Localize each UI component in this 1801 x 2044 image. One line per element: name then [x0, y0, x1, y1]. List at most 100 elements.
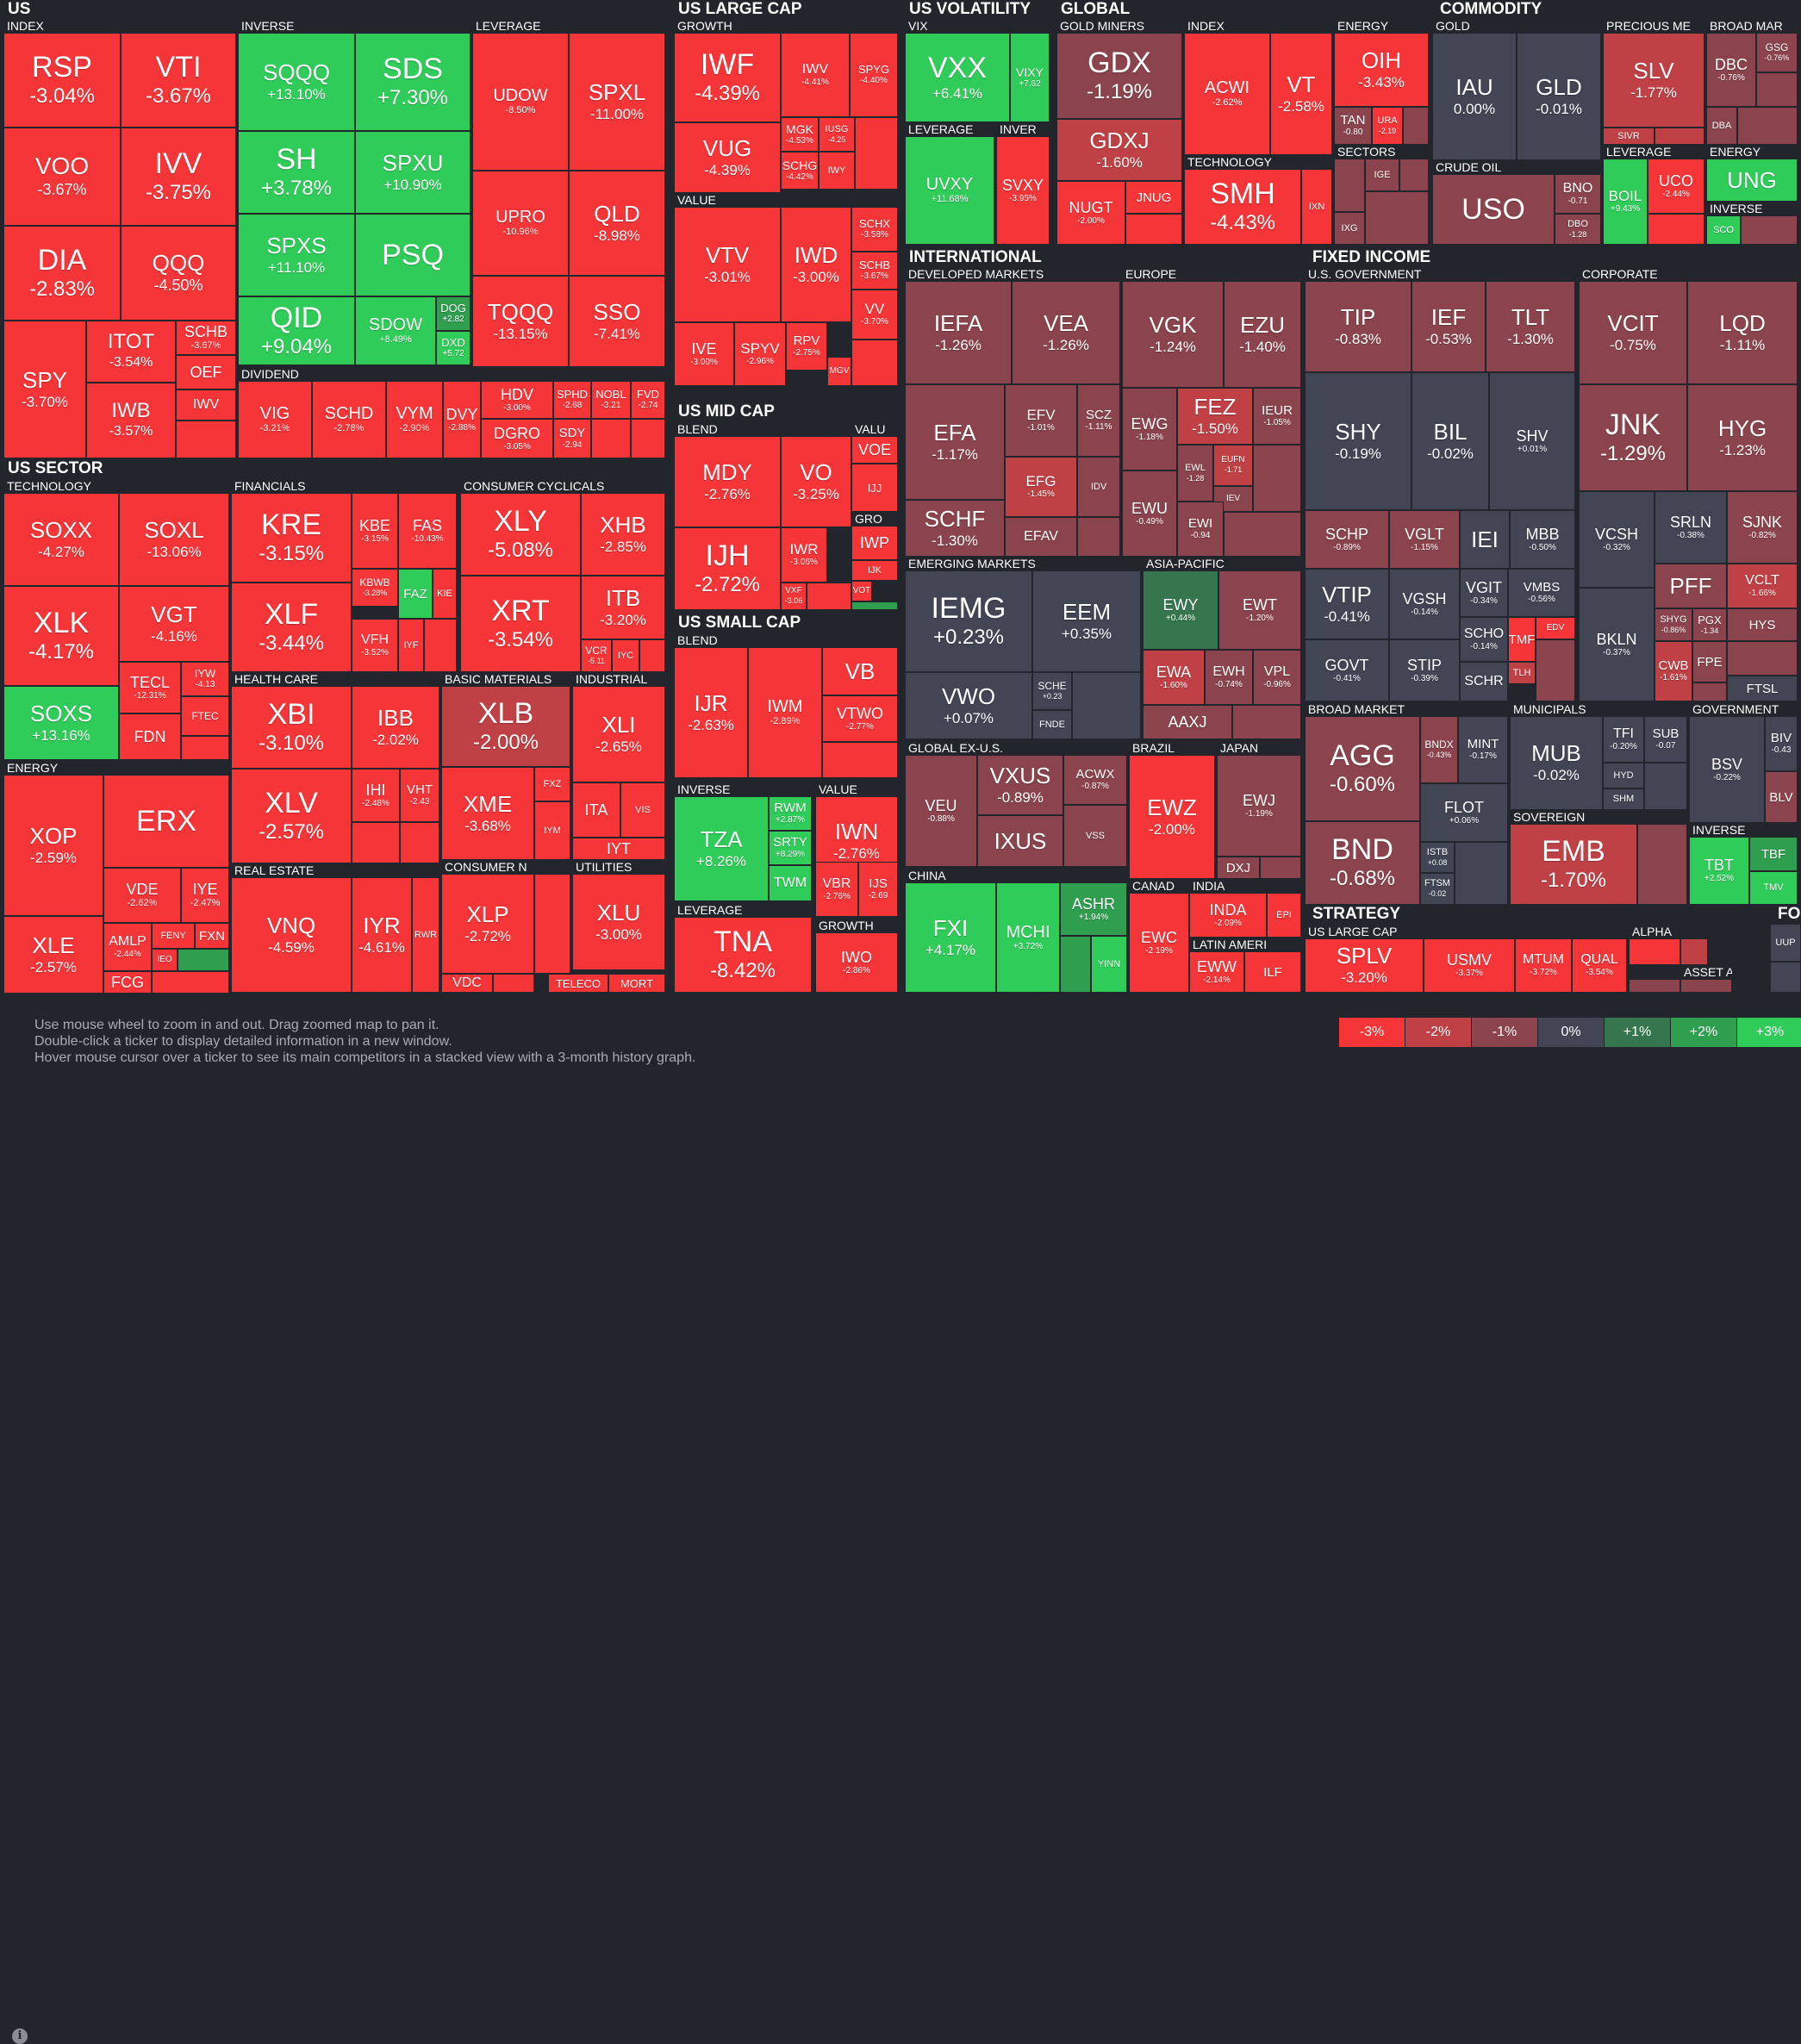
ticker-xhb[interactable]: XHB -2.85% [581, 493, 665, 576]
ticker-vgt[interactable]: VGT -4.16% [119, 586, 229, 662]
ticker-fpe[interactable]: FPE [1692, 641, 1727, 682]
ticker-fxn[interactable]: FXN [195, 923, 229, 949]
ticker-ashr[interactable]: ASHR +1.94% [1060, 882, 1127, 936]
ticker-tile[interactable] [1770, 962, 1801, 993]
ticker-feny[interactable]: FENY [152, 923, 195, 949]
ticker-vpl[interactable]: VPL -0.96% [1253, 650, 1301, 705]
ticker-schp[interactable]: SCHP -0.89% [1305, 510, 1389, 569]
ticker-shyg[interactable]: SHYG -0.86% [1655, 608, 1692, 641]
ticker-vclt[interactable]: VCLT -1.66% [1727, 564, 1798, 608]
ticker-tile[interactable] [631, 419, 665, 458]
etf-heatmap[interactable]: US US SECTOR US LARGE CAP US MID CAP US SMAL… [0, 0, 1801, 1000]
ticker-srty[interactable]: SRTY +8.29% [769, 831, 812, 865]
ticker-scho[interactable]: SCHO -0.14% [1460, 617, 1508, 662]
ticker-tile[interactable] [1737, 107, 1798, 145]
ticker-idv[interactable]: IDV [1077, 457, 1120, 517]
ticker-vt[interactable]: VT -2.58% [1270, 33, 1332, 155]
ticker-faz[interactable]: FAZ [398, 569, 433, 619]
ticker-ftec[interactable]: FTEC [181, 696, 229, 736]
ticker-vxx[interactable]: VXX +6.41% [905, 33, 1010, 122]
ticker-xli[interactable]: XLI -2.65% [572, 686, 665, 782]
ticker-iwr[interactable]: IWR -3.06% [781, 527, 827, 583]
ticker-tza[interactable]: TZA +8.26% [674, 796, 769, 901]
ticker-tile[interactable] [855, 117, 898, 190]
ticker-ezu[interactable]: EZU -1.40% [1224, 281, 1301, 388]
ticker-gdxj[interactable]: GDXJ -1.60% [1056, 119, 1182, 181]
ticker-erx[interactable]: ERX [103, 775, 229, 868]
ticker-uso[interactable]: USO [1432, 174, 1555, 245]
ticker-pgx[interactable]: PGX -1.34 [1692, 608, 1727, 641]
ticker-agg[interactable]: AGG -0.60% [1305, 716, 1420, 821]
ticker-itot[interactable]: ITOT -3.54% [86, 321, 176, 383]
ticker-tecl[interactable]: TECL -12.31% [119, 662, 181, 714]
ticker-blv[interactable]: BLV [1765, 771, 1798, 823]
ticker-mgv[interactable]: MGV [827, 357, 851, 386]
ticker-vgsh[interactable]: VGSH -0.14% [1389, 569, 1460, 639]
ticker-tile[interactable] [851, 601, 898, 610]
ticker-kie[interactable]: KIE [433, 569, 457, 619]
ticker-kbwb[interactable]: KBWB -3.28% [352, 569, 398, 607]
ticker-bnd[interactable]: BND -0.68% [1305, 821, 1420, 905]
ticker-ijj[interactable]: IJJ [851, 464, 898, 512]
ticker-rpv[interactable]: RPV -2.75% [786, 322, 827, 371]
ticker-bno[interactable]: BNO -0.71 [1555, 174, 1601, 214]
ticker-hdv[interactable]: HDV -3.00% [481, 381, 553, 419]
ticker-iym[interactable]: IYM [534, 801, 570, 860]
ticker-nobl[interactable]: NOBL -3.21 [591, 381, 631, 419]
ticker-pff[interactable]: PFF [1655, 564, 1727, 608]
ticker-tile[interactable] [1077, 517, 1120, 557]
ticker-gsg[interactable]: GSG -0.76% [1756, 33, 1798, 72]
ticker-oef[interactable]: OEF [176, 355, 236, 389]
ticker-tile[interactable] [178, 949, 229, 971]
ticker-mdy[interactable]: MDY -2.76% [674, 436, 781, 527]
ticker-fdn[interactable]: FDN [119, 714, 181, 760]
ticker-tbf[interactable]: TBF [1749, 837, 1798, 871]
ticker-fcg[interactable]: FCG [103, 971, 152, 994]
ticker-istb[interactable]: ISTB +0.08 [1420, 842, 1455, 873]
ticker-schb[interactable]: SCHB -3.67% [176, 321, 236, 355]
ticker-hyd[interactable]: HYD [1603, 763, 1644, 788]
ticker-uco[interactable]: UCO -2.44% [1648, 159, 1704, 214]
ticker-ixg[interactable]: IXG [1334, 212, 1365, 245]
ticker-vti[interactable]: VTI -3.67% [121, 33, 236, 128]
ticker-vcit[interactable]: VCIT -0.75% [1579, 281, 1687, 384]
ticker-dog[interactable]: DOG +2.82 [436, 296, 471, 331]
ticker-spxu[interactable]: SPXU +10.90% [355, 131, 471, 214]
ticker-vxf[interactable]: VXF -3.06 [781, 583, 807, 610]
ticker-mort[interactable]: MORT [608, 974, 665, 993]
ticker-schx[interactable]: SCHX -3.58% [851, 207, 898, 252]
ticker-xlk[interactable]: XLK -4.17% [3, 586, 119, 686]
ticker-rsp[interactable]: RSP -3.04% [3, 33, 121, 128]
ticker-iwo[interactable]: IWO -2.86% [815, 932, 898, 993]
ticker-ita[interactable]: ITA [572, 782, 620, 838]
ticker-ewy[interactable]: EWY +0.44% [1143, 570, 1218, 650]
ticker-sds[interactable]: SDS +7.30% [355, 33, 471, 131]
ticker-schr[interactable]: SCHR [1460, 662, 1508, 701]
ticker-srln[interactable]: SRLN -0.38% [1655, 491, 1727, 564]
ticker-flot[interactable]: FLOT +0.06% [1420, 783, 1508, 842]
ticker-schf[interactable]: SCHF -1.30% [905, 500, 1005, 557]
ticker-xlb[interactable]: XLB -2.00% [441, 686, 570, 767]
ticker-vcr[interactable]: VCR -5.11 [581, 639, 612, 672]
ticker-mint[interactable]: MINT -0.17% [1458, 716, 1508, 783]
ticker-iwy[interactable]: IWY [819, 152, 855, 190]
ticker-eufn[interactable]: EUFN -1.71 [1213, 445, 1253, 486]
ticker-bsv[interactable]: BSV -0.22% [1689, 716, 1765, 823]
ticker-tile[interactable] [400, 822, 439, 863]
ticker-rwr[interactable]: RWR [412, 877, 439, 993]
ticker-ihi[interactable]: IHI -2.48% [352, 769, 400, 822]
ticker-vmbs[interactable]: VMBS -0.56% [1508, 569, 1575, 617]
ticker-soxx[interactable]: SOXX -4.27% [3, 493, 119, 586]
ticker-hyg[interactable]: HYG -1.23% [1687, 384, 1798, 491]
ticker-smh[interactable]: SMH -4.43% [1184, 169, 1301, 245]
ticker-tile[interactable] [1232, 705, 1301, 739]
ticker-bndx[interactable]: BNDX -0.43% [1420, 716, 1458, 783]
ticker-svxy[interactable]: SVXY -3.95% [996, 136, 1050, 245]
ticker-uup[interactable]: UUP [1770, 924, 1801, 962]
ticker-xlv[interactable]: XLV -2.57% [231, 769, 352, 863]
ticker-bkln[interactable]: BKLN -0.37% [1579, 588, 1655, 701]
ticker-ixus[interactable]: IXUS [977, 815, 1063, 867]
ticker-vfh[interactable]: VFH -3.52% [352, 619, 398, 672]
ticker-tile[interactable] [1399, 159, 1429, 191]
ticker-schb[interactable]: SCHB -3.67% [851, 252, 898, 290]
